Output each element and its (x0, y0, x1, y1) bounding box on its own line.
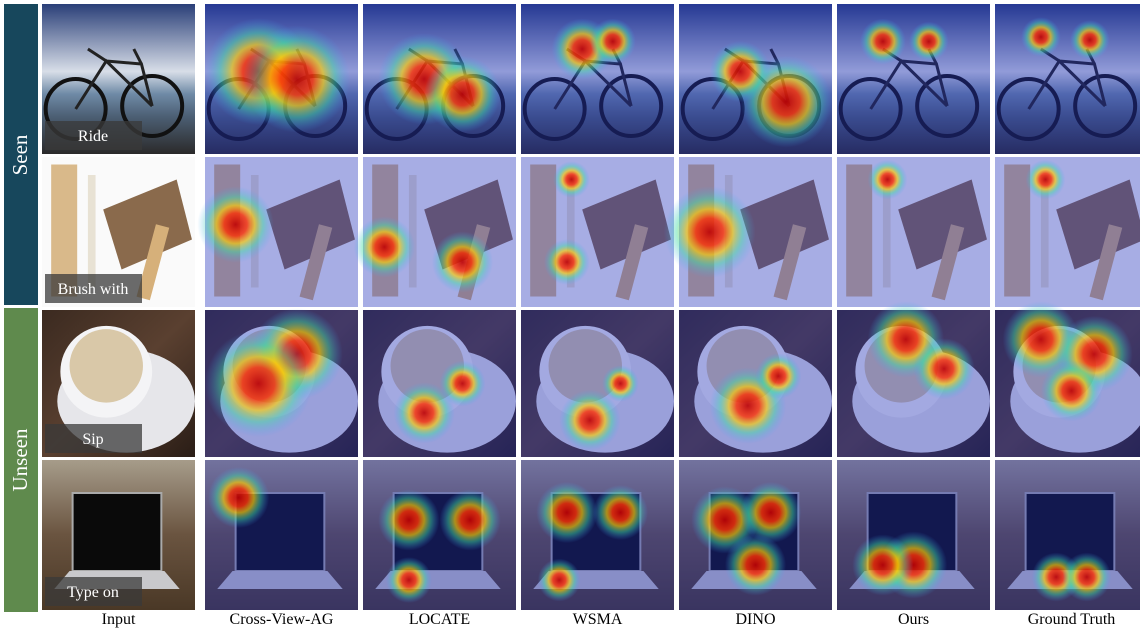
image-cell: Type on (42, 460, 195, 610)
heat-blob (544, 239, 590, 285)
heat-blob (1021, 17, 1061, 57)
image-cell (995, 301, 1140, 457)
image-cell (521, 157, 674, 307)
heat-overlay (837, 157, 990, 307)
coffee (70, 329, 143, 402)
heat-blob (593, 485, 648, 540)
heat-blob (386, 557, 432, 603)
heat-blob (243, 25, 350, 132)
image-cell (354, 157, 516, 307)
heat-blob (205, 330, 312, 437)
page: Seen Unseen Ride Brush with Sip Type on Inpu… (0, 0, 1140, 629)
image-cell (837, 301, 990, 457)
column-label: LOCATE (409, 611, 470, 628)
action-label: Brush with (58, 281, 129, 298)
heat-overlay (521, 157, 674, 307)
heat-blob (590, 19, 636, 65)
action-label: Ride (78, 128, 108, 145)
heat-blob (394, 382, 455, 443)
image-cell (837, 157, 990, 307)
heat-overlay (837, 4, 990, 154)
image-cell: Sip (42, 310, 195, 457)
heat-overlay (995, 157, 1140, 307)
group-label: Unseen (8, 428, 32, 491)
image-cell (837, 460, 990, 610)
heat-blob (852, 534, 913, 595)
image-cell (995, 4, 1140, 154)
brush (88, 175, 96, 288)
image-cell (664, 157, 832, 307)
image-cell (363, 4, 516, 154)
heat-blob (664, 186, 756, 278)
column-label: WSMA (573, 611, 623, 628)
heat-blob (914, 338, 975, 399)
image-cell (837, 4, 990, 154)
heat-blob (860, 19, 906, 65)
heat-blob (868, 160, 908, 200)
action-label: Sip (82, 431, 103, 448)
heat-blob (1070, 20, 1110, 60)
heat-blob (553, 161, 590, 198)
heat-blob (424, 56, 501, 133)
heat-blob (725, 534, 786, 595)
heat-blob (208, 467, 269, 528)
screen (73, 493, 162, 571)
heat-blob (1041, 360, 1102, 421)
image-cell (363, 460, 516, 610)
image-cell (521, 460, 674, 610)
image-cell (679, 4, 832, 154)
image-cell (995, 460, 1140, 610)
image-cell: Brush with (42, 157, 195, 307)
image-cell: Ride (42, 4, 195, 154)
image-cell (197, 157, 358, 307)
action-label: Type on (67, 584, 119, 601)
image-cell (205, 308, 358, 457)
heat-overlay (995, 4, 1140, 154)
column-label: DINO (736, 611, 776, 628)
heat-blob (354, 216, 415, 277)
image-cell (679, 310, 832, 457)
image-cell (205, 4, 358, 154)
group-label: Seen (8, 134, 32, 175)
heat-blob (1026, 160, 1066, 200)
column-label: Cross-View-AG (230, 611, 334, 628)
heat-blob (432, 231, 493, 292)
image-cell (995, 157, 1140, 307)
column-label: Ground Truth (1028, 611, 1116, 628)
heat-blob (536, 482, 597, 543)
heat-blob (1062, 553, 1111, 602)
heat-blob (909, 22, 949, 62)
heat-blob (756, 353, 802, 399)
image-cell (521, 310, 674, 457)
column-label: Input (102, 611, 136, 628)
heat-blob (559, 390, 620, 451)
heat-blob (740, 482, 801, 543)
image-cell (679, 460, 832, 610)
heat-blob (378, 489, 439, 550)
column-label: Ours (898, 611, 929, 628)
heat-blob (538, 559, 581, 602)
heat-blob (440, 489, 501, 550)
image-cell (363, 310, 516, 457)
image-cell (205, 460, 358, 610)
image-cell (521, 4, 674, 154)
figure: Seen Unseen Ride Brush with Sip Type on Inpu… (0, 0, 1140, 629)
heat-blob (197, 186, 274, 263)
heat-blob (710, 41, 771, 102)
